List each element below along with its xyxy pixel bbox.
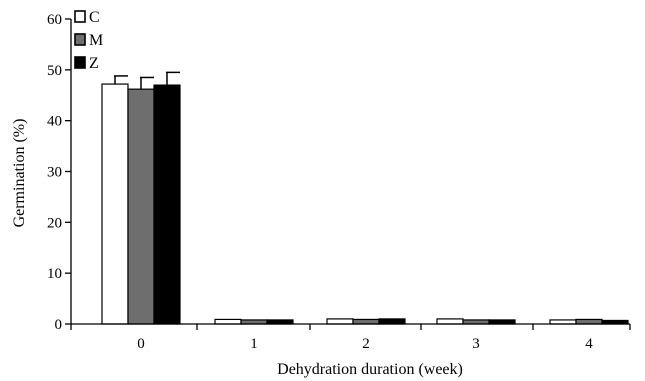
bar-M-2: [352, 318, 380, 325]
x-tick-label-2: 2: [362, 336, 370, 352]
y-tick-label-60: 60: [47, 12, 62, 28]
legend-swatch-Z: [74, 56, 86, 69]
y-tick-label-40: 40: [47, 114, 62, 130]
x-tick-label-4: 4: [585, 336, 593, 352]
x-tick-label-0: 0: [137, 336, 145, 352]
legend-swatch-M: [74, 33, 86, 46]
y-tick-label-0: 0: [55, 317, 63, 333]
y-tick-label-10: 10: [47, 266, 62, 282]
bar-C-0: [101, 83, 129, 325]
x-tick-label-3: 3: [472, 336, 480, 352]
x-tick-label-1: 1: [250, 336, 258, 352]
legend-label-M: M: [89, 32, 103, 49]
bar-C-2: [326, 318, 354, 325]
plot-area: [101, 71, 629, 325]
legend-label-C: C: [89, 9, 100, 26]
y-tick-label-20: 20: [47, 215, 62, 231]
bar-Z-0: [153, 84, 181, 325]
x-axis: 0 1 2 3 4: [70, 323, 631, 352]
bar-Z-2: [378, 318, 406, 325]
legend: CMZ: [74, 9, 103, 72]
y-tick-label-50: 50: [47, 63, 62, 79]
bar-M-4: [575, 318, 603, 325]
bar-C-3: [436, 318, 464, 325]
bar-M-0: [127, 88, 155, 325]
bar-C-1: [214, 318, 242, 325]
y-axis-title: Germination (%): [11, 119, 28, 228]
y-tick-label-30: 30: [47, 165, 62, 181]
legend-swatch-C: [74, 10, 86, 23]
x-axis-title: Dehydration duration (week): [277, 361, 463, 378]
legend-label-Z: Z: [89, 55, 99, 72]
y-axis: 0 10 20 30 40 50 60: [47, 12, 72, 333]
